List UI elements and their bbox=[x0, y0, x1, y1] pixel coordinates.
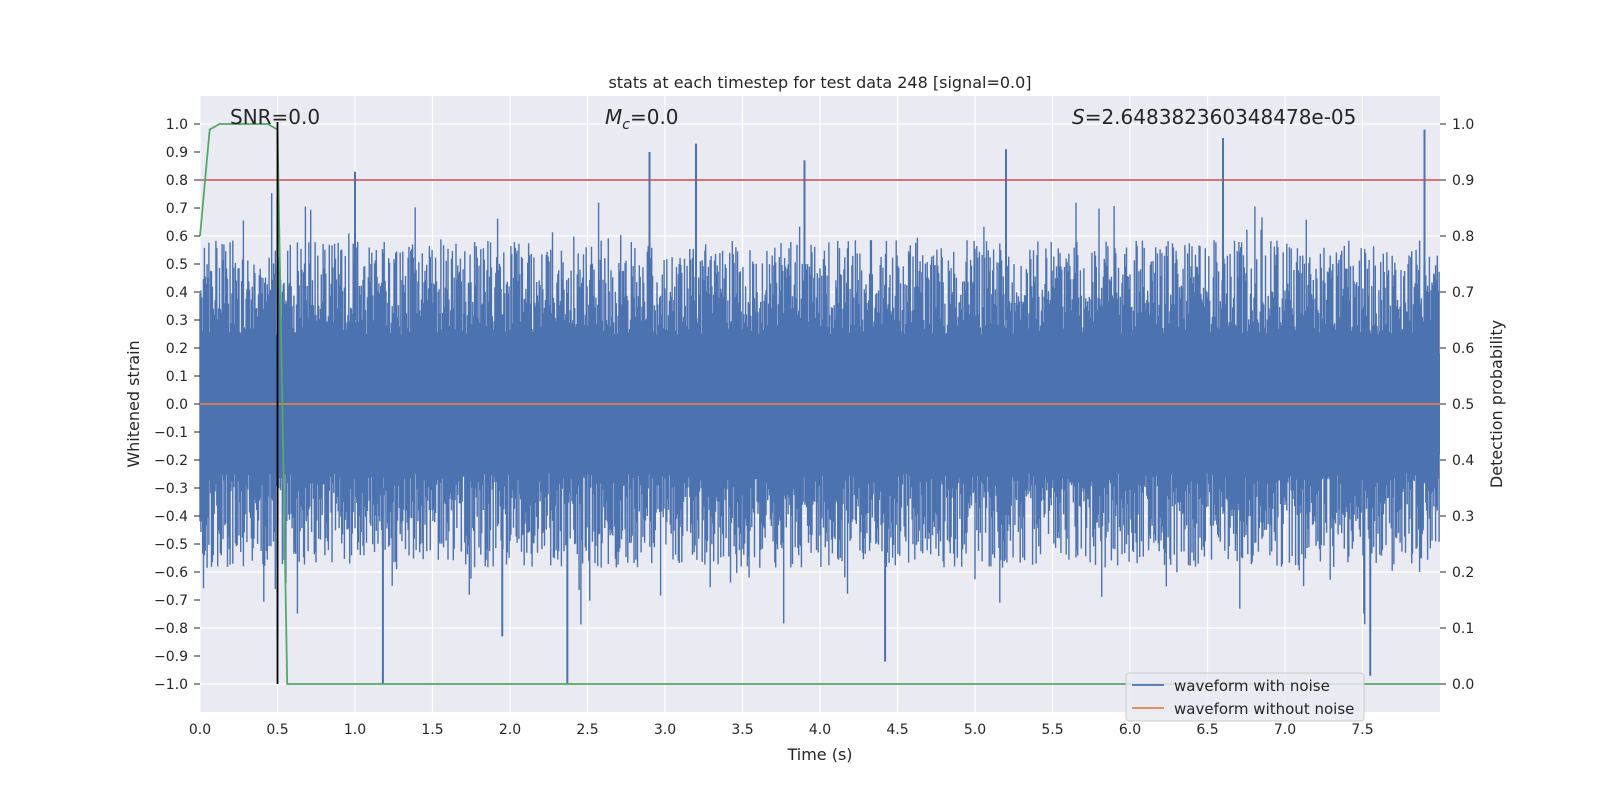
x-tick-label: 5.0 bbox=[964, 722, 986, 738]
right-tick-label: 0.7 bbox=[1452, 285, 1474, 301]
right-tick-label: 0.9 bbox=[1452, 173, 1474, 189]
right-axis-label: Detection probability bbox=[1487, 320, 1506, 488]
left-tick-label: 1.0 bbox=[166, 117, 188, 133]
left-axis-label: Whitened strain bbox=[124, 340, 143, 467]
right-tick-label: 0.1 bbox=[1452, 621, 1474, 637]
s-value: =2.648382360348478e-05 bbox=[1085, 105, 1357, 129]
x-tick-label: 6.5 bbox=[1196, 722, 1218, 738]
left-tick-label: −0.3 bbox=[154, 481, 188, 497]
mc-annotation: Mc=0.0 bbox=[605, 105, 679, 133]
legend-label-noise: waveform with noise bbox=[1174, 677, 1330, 695]
right-tick-label: 0.3 bbox=[1452, 509, 1474, 525]
left-tick-label: 0.2 bbox=[166, 341, 188, 357]
mc-subscript: c bbox=[622, 117, 630, 133]
x-tick-label: 1.5 bbox=[421, 722, 443, 738]
x-tick-label: 4.5 bbox=[886, 722, 908, 738]
x-tick-label: 3.5 bbox=[731, 722, 753, 738]
x-tick-label: 4.0 bbox=[809, 722, 831, 738]
x-tick-label: 2.0 bbox=[499, 722, 521, 738]
overlays bbox=[199, 122, 1440, 685]
x-axis-label: Time (s) bbox=[786, 745, 852, 764]
right-tick-label: 0.8 bbox=[1452, 229, 1474, 245]
chart-title: stats at each timestep for test data 248… bbox=[608, 73, 1031, 92]
x-tick-label: 0.5 bbox=[266, 722, 288, 738]
x-tick-label: 5.5 bbox=[1041, 722, 1063, 738]
left-tick-label: 0.4 bbox=[166, 285, 188, 301]
x-tick-label: 1.0 bbox=[344, 722, 366, 738]
left-tick-label: −0.7 bbox=[154, 593, 188, 609]
left-tick-label: −1.0 bbox=[154, 677, 188, 693]
left-tick-label: 0.3 bbox=[166, 313, 188, 329]
right-tick-label: 0.6 bbox=[1452, 341, 1474, 357]
right-tick-label: 0.5 bbox=[1452, 397, 1474, 413]
left-tick-label: −0.4 bbox=[154, 509, 188, 525]
left-tick-label: −0.2 bbox=[154, 453, 188, 469]
s-annotation: S=2.648382360348478e-05 bbox=[1072, 105, 1356, 129]
x-tick-label: 2.5 bbox=[576, 722, 598, 738]
legend: waveform with noise waveform without noi… bbox=[1125, 672, 1365, 722]
snr-annotation: SNR=0.0 bbox=[230, 105, 320, 129]
left-axis-ticks: 1.0 0.9 0.8 0.7 0.6 0.5 0.4 0.3 0.2 0.1 0.0 −0.1 −0.… bbox=[154, 117, 200, 693]
left-tick-label: 0.7 bbox=[166, 201, 188, 217]
left-tick-label: −0.8 bbox=[154, 621, 188, 637]
x-tick-label: 0.0 bbox=[189, 722, 211, 738]
legend-box bbox=[1125, 672, 1365, 722]
right-axis-ticks: 1.0 0.9 0.8 0.7 0.6 0.5 0.4 0.3 0.2 0.1 0.0 bbox=[1440, 117, 1474, 693]
left-tick-label: 0.1 bbox=[166, 369, 188, 385]
right-tick-label: 1.0 bbox=[1452, 117, 1474, 133]
s-symbol: S bbox=[1072, 105, 1085, 129]
left-tick-label: −0.5 bbox=[154, 537, 188, 553]
left-tick-label: 0.5 bbox=[166, 257, 188, 273]
left-tick-label: 0.6 bbox=[166, 229, 188, 245]
mc-symbol: M bbox=[605, 105, 622, 129]
left-tick-label: −0.9 bbox=[154, 649, 188, 665]
mc-value: =0.0 bbox=[630, 105, 679, 129]
right-tick-label: 0.2 bbox=[1452, 565, 1474, 581]
left-tick-label: 0.0 bbox=[166, 397, 188, 413]
right-tick-label: 0.4 bbox=[1452, 453, 1474, 469]
x-axis-ticks: 0.0 0.5 1.0 1.5 2.0 2.5 3.0 3.5 4.0 4.5 5.0 5.5 6.0 6… bbox=[189, 722, 1374, 738]
x-tick-label: 7.0 bbox=[1274, 722, 1296, 738]
right-tick-label: 0.0 bbox=[1452, 677, 1474, 693]
left-tick-label: −0.6 bbox=[154, 565, 188, 581]
left-tick-label: −0.1 bbox=[154, 425, 188, 441]
x-tick-label: 3.0 bbox=[654, 722, 676, 738]
noise-trace bbox=[199, 193, 1440, 625]
legend-label-clean: waveform without noise bbox=[1174, 700, 1354, 718]
x-tick-label: 7.5 bbox=[1351, 722, 1373, 738]
series-detection-probability bbox=[199, 123, 1440, 685]
left-tick-label: 0.9 bbox=[166, 145, 188, 161]
x-tick-label: 6.0 bbox=[1119, 722, 1141, 738]
left-tick-label: 0.8 bbox=[166, 173, 188, 189]
